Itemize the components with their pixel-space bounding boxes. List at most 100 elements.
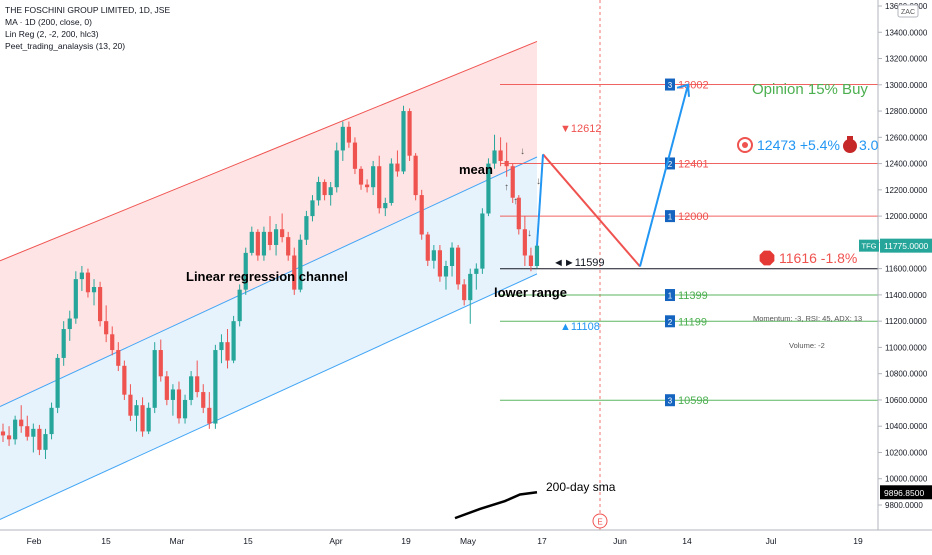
candle[interactable] xyxy=(189,371,194,406)
candle[interactable] xyxy=(516,195,521,235)
candle[interactable] xyxy=(328,181,333,206)
candle[interactable] xyxy=(346,121,351,148)
candle[interactable] xyxy=(67,310,72,341)
candle[interactable] xyxy=(249,226,254,256)
candle[interactable] xyxy=(170,384,176,416)
candle[interactable] xyxy=(401,105,406,175)
candle[interactable] xyxy=(395,150,400,177)
candle[interactable] xyxy=(55,353,60,414)
candle[interactable] xyxy=(73,271,78,324)
indicator-peet-label[interactable]: Peet_trading_analaysis (13, 20) xyxy=(5,41,125,51)
support-resistance-levels[interactable]: 3 13002 2 12401 1 12000 1 11399 2 11199 3 10598 xyxy=(500,78,878,408)
candle[interactable] xyxy=(243,247,248,295)
candle[interactable] xyxy=(237,284,242,327)
candle[interactable] xyxy=(364,179,370,193)
candle[interactable] xyxy=(31,423,36,453)
candle[interactable] xyxy=(504,142,509,177)
candle[interactable] xyxy=(352,137,358,175)
candle[interactable] xyxy=(437,244,443,282)
candle[interactable] xyxy=(358,166,364,190)
indicator-linreg-label[interactable]: Lin Reg (2, -2, 200, hlc3) xyxy=(5,29,99,39)
candle[interactable] xyxy=(0,423,6,442)
candle[interactable] xyxy=(486,158,491,217)
candle[interactable] xyxy=(522,216,527,267)
candle[interactable] xyxy=(462,279,467,306)
candle[interactable] xyxy=(37,424,42,456)
candle[interactable] xyxy=(128,384,133,421)
candle[interactable] xyxy=(377,155,382,214)
candle[interactable] xyxy=(255,229,260,261)
candle[interactable] xyxy=(280,213,285,243)
candle[interactable] xyxy=(310,195,315,222)
candle[interactable] xyxy=(419,189,424,240)
candle[interactable] xyxy=(158,339,163,382)
candle[interactable] xyxy=(85,268,91,298)
candle[interactable] xyxy=(371,160,376,196)
candle[interactable] xyxy=(498,137,503,167)
candle[interactable] xyxy=(304,210,309,245)
candle[interactable] xyxy=(261,226,267,261)
candle[interactable] xyxy=(267,216,273,251)
candle[interactable] xyxy=(528,247,534,272)
candle[interactable] xyxy=(443,260,449,290)
candle[interactable] xyxy=(413,153,418,201)
candle[interactable] xyxy=(195,360,200,398)
last-price-box[interactable] xyxy=(880,238,932,253)
candle[interactable] xyxy=(534,242,540,269)
indicator-ma-label[interactable]: MA · 1D (200, close, 0) xyxy=(5,17,92,27)
candle[interactable] xyxy=(49,402,54,440)
candle[interactable] xyxy=(146,402,151,435)
candle[interactable] xyxy=(383,197,388,217)
candle[interactable] xyxy=(431,244,436,269)
candle[interactable] xyxy=(213,344,218,429)
candle[interactable] xyxy=(225,329,230,369)
candle[interactable] xyxy=(164,371,169,406)
candle[interactable] xyxy=(104,305,109,343)
candle[interactable] xyxy=(456,244,461,290)
candle[interactable] xyxy=(182,394,188,424)
currency-badge[interactable] xyxy=(897,4,919,18)
candle[interactable] xyxy=(61,321,66,366)
candle[interactable] xyxy=(79,266,84,291)
candle[interactable] xyxy=(334,142,339,193)
candle[interactable] xyxy=(43,428,48,460)
candle[interactable] xyxy=(91,279,97,306)
candle[interactable] xyxy=(13,415,18,445)
candle[interactable] xyxy=(207,392,212,429)
candle[interactable] xyxy=(6,426,12,446)
candle[interactable] xyxy=(110,326,115,356)
candle[interactable] xyxy=(19,405,24,433)
candle[interactable] xyxy=(425,231,430,267)
candle[interactable] xyxy=(97,281,103,327)
candle[interactable] xyxy=(273,223,279,256)
candle[interactable] xyxy=(201,384,206,414)
candle[interactable] xyxy=(176,381,182,424)
candle[interactable] xyxy=(219,334,224,364)
candle[interactable] xyxy=(292,247,297,295)
candle[interactable] xyxy=(316,176,321,206)
candle[interactable] xyxy=(492,134,497,169)
candle[interactable] xyxy=(510,163,515,203)
candle[interactable] xyxy=(480,208,485,274)
candle[interactable] xyxy=(468,268,473,324)
candle[interactable] xyxy=(116,342,121,372)
candle[interactable] xyxy=(322,179,327,201)
candle[interactable] xyxy=(25,415,30,441)
sma-price-box[interactable] xyxy=(880,485,932,500)
candle[interactable] xyxy=(286,231,291,261)
candle[interactable] xyxy=(152,342,157,414)
candle[interactable] xyxy=(140,397,145,437)
candle[interactable] xyxy=(474,263,479,290)
candle[interactable] xyxy=(340,121,345,161)
candle[interactable] xyxy=(134,399,139,432)
candle[interactable] xyxy=(298,234,303,293)
candle[interactable] xyxy=(389,158,394,206)
candle[interactable] xyxy=(231,315,236,364)
time-axis[interactable]: Feb 15 Mar 15 Apr 19 May 17 Jun 14 Jul 19 xyxy=(0,529,932,550)
candle[interactable] xyxy=(407,108,412,161)
candles[interactable] xyxy=(0,105,540,460)
candle[interactable] xyxy=(122,360,127,400)
price-axis[interactable]: 9800.0000 10000.0000 10200.0000 10400.0000 1… xyxy=(859,0,932,530)
